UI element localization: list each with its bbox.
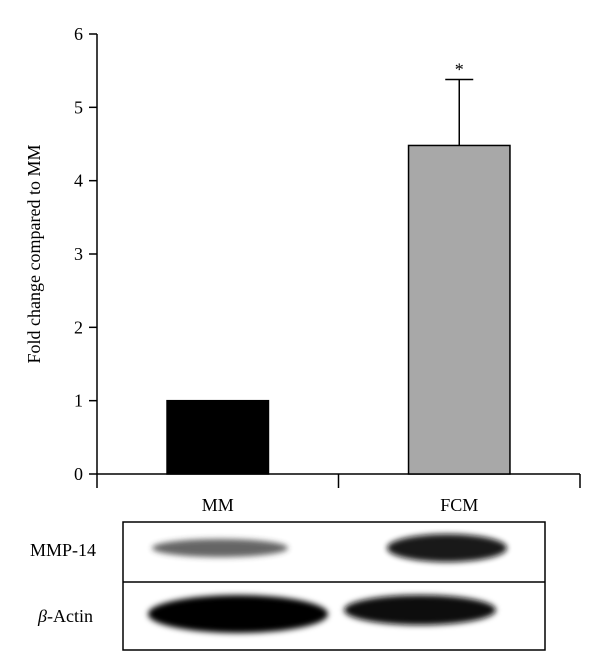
band-fcm-actin	[344, 595, 496, 625]
band-fcm-mmp14	[387, 534, 507, 562]
y-tick-label: 0	[74, 464, 83, 484]
y-tick-label: 6	[74, 24, 83, 44]
blot-label-actin: β-Actin	[37, 606, 93, 626]
significance-asterisk: *	[455, 59, 464, 79]
bars	[166, 144, 511, 475]
blot-row-mmp14	[152, 534, 507, 562]
y-tick-label: 1	[74, 391, 83, 411]
bar-mm	[166, 399, 270, 475]
y-axis-title: Fold change compared to MM	[24, 145, 44, 364]
error-bars	[445, 78, 474, 146]
y-tick-label: 3	[74, 244, 83, 264]
y-tick-label: 5	[74, 97, 83, 117]
x-category-label: MM	[202, 495, 234, 515]
blot-label-mmp14: MMP-14	[30, 540, 96, 560]
x-axis: MM FCM	[96, 473, 581, 515]
band-mm-actin	[148, 595, 328, 633]
y-tick-label: 4	[74, 171, 83, 191]
y-axis: 0 1 2 3 4 5 6	[74, 24, 98, 484]
western-blot: MMP-14 β-Actin	[30, 521, 546, 651]
blot-row-actin	[148, 595, 496, 633]
band-mm-mmp14	[152, 539, 288, 557]
bar-fcm	[407, 144, 511, 475]
annotations: *	[455, 59, 464, 79]
x-category-label: FCM	[440, 495, 478, 515]
y-tick-label: 2	[74, 317, 83, 337]
